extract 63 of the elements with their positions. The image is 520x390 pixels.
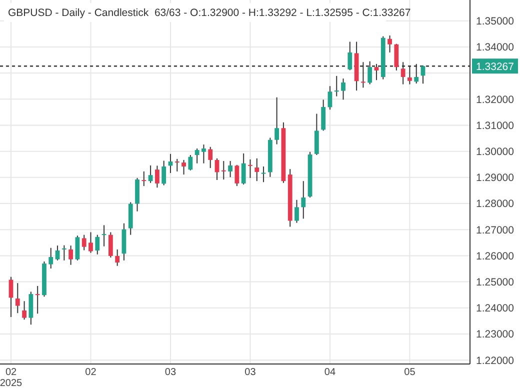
- candlestick: [241, 152, 246, 185]
- y-tick-label: 1.31000: [476, 120, 514, 132]
- x-tick-label: 04: [324, 367, 336, 378]
- candlestick: [174, 158, 180, 172]
- text: GBPUSD - Daily - Candlestick 63/63 - O:1.32900 - H:1.33292 - L:1.32595 - C:1.33267: [8, 7, 411, 19]
- candlestick: [234, 164, 240, 187]
- y-tick-label: 1.32000: [476, 94, 514, 106]
- y-tick-label: 1.22000: [476, 354, 514, 367]
- candlestick: [202, 144, 206, 164]
- candlestick: [142, 170, 146, 187]
- candlestick: [28, 291, 34, 326]
- candlestick: [194, 148, 200, 164]
- candlestick: [328, 86, 332, 110]
- candlestick: [314, 113, 319, 156]
- y-tick-label: 1.24000: [476, 302, 514, 315]
- candlestick: [208, 146, 213, 169]
- candlestick: [22, 300, 26, 320]
- candlestick: [55, 245, 60, 261]
- y-tick-label: 1.34000: [476, 42, 514, 54]
- candlestick: [15, 282, 20, 314]
- candlestick: [48, 247, 54, 269]
- candlestick: [115, 248, 120, 266]
- candlestick: [348, 41, 352, 71]
- x-tick-label: 02 2025: [0, 367, 23, 389]
- candlestick: [154, 165, 160, 188]
- candlestick: [108, 232, 113, 258]
- candlestick: [35, 285, 40, 314]
- candlestick: [95, 234, 100, 255]
- candlestick: [388, 34, 392, 53]
- candlestick: [188, 154, 193, 171]
- candlestick: [62, 244, 66, 261]
- candlestick: [228, 160, 232, 178]
- candlestick: [341, 78, 346, 100]
- y-tick-label: 1.27000: [476, 224, 514, 236]
- candlestick: [248, 158, 252, 178]
- candlestick: [294, 199, 299, 224]
- candlestick: [274, 96, 280, 145]
- candlestick: [301, 180, 306, 220]
- x-tick-label: 02: [85, 367, 97, 378]
- x-tick-label: 05: [404, 367, 416, 378]
- candlestick: [182, 159, 186, 176]
- y-tick-label: 1.23000: [476, 328, 514, 341]
- candlestick: [162, 160, 166, 186]
- candlestick: [8, 276, 14, 318]
- candlestick: [68, 245, 74, 266]
- candlestick: [82, 234, 86, 251]
- x-tick-label: 03: [164, 367, 176, 378]
- y-tick-label: 1.35000: [476, 16, 514, 28]
- y-tick-label: 1.30000: [476, 146, 514, 158]
- y-tick-label: 1.25000: [476, 276, 514, 288]
- candlestick: [254, 158, 260, 182]
- candlestick: [261, 166, 266, 183]
- y-tick-label: 1.28000: [476, 198, 514, 210]
- y-tick-label: 1.26000: [476, 250, 514, 262]
- candlestick: [148, 164, 153, 184]
- candlestick: [88, 232, 93, 254]
- y-tick-label: 1.29000: [476, 172, 514, 184]
- candlestick: [334, 75, 339, 97]
- ref-line-label: 1.33267: [476, 60, 514, 73]
- x-tick-label: 03: [244, 367, 256, 378]
- candlestick: [221, 160, 226, 180]
- candlestick: [75, 235, 80, 261]
- candlestick: [321, 99, 326, 132]
